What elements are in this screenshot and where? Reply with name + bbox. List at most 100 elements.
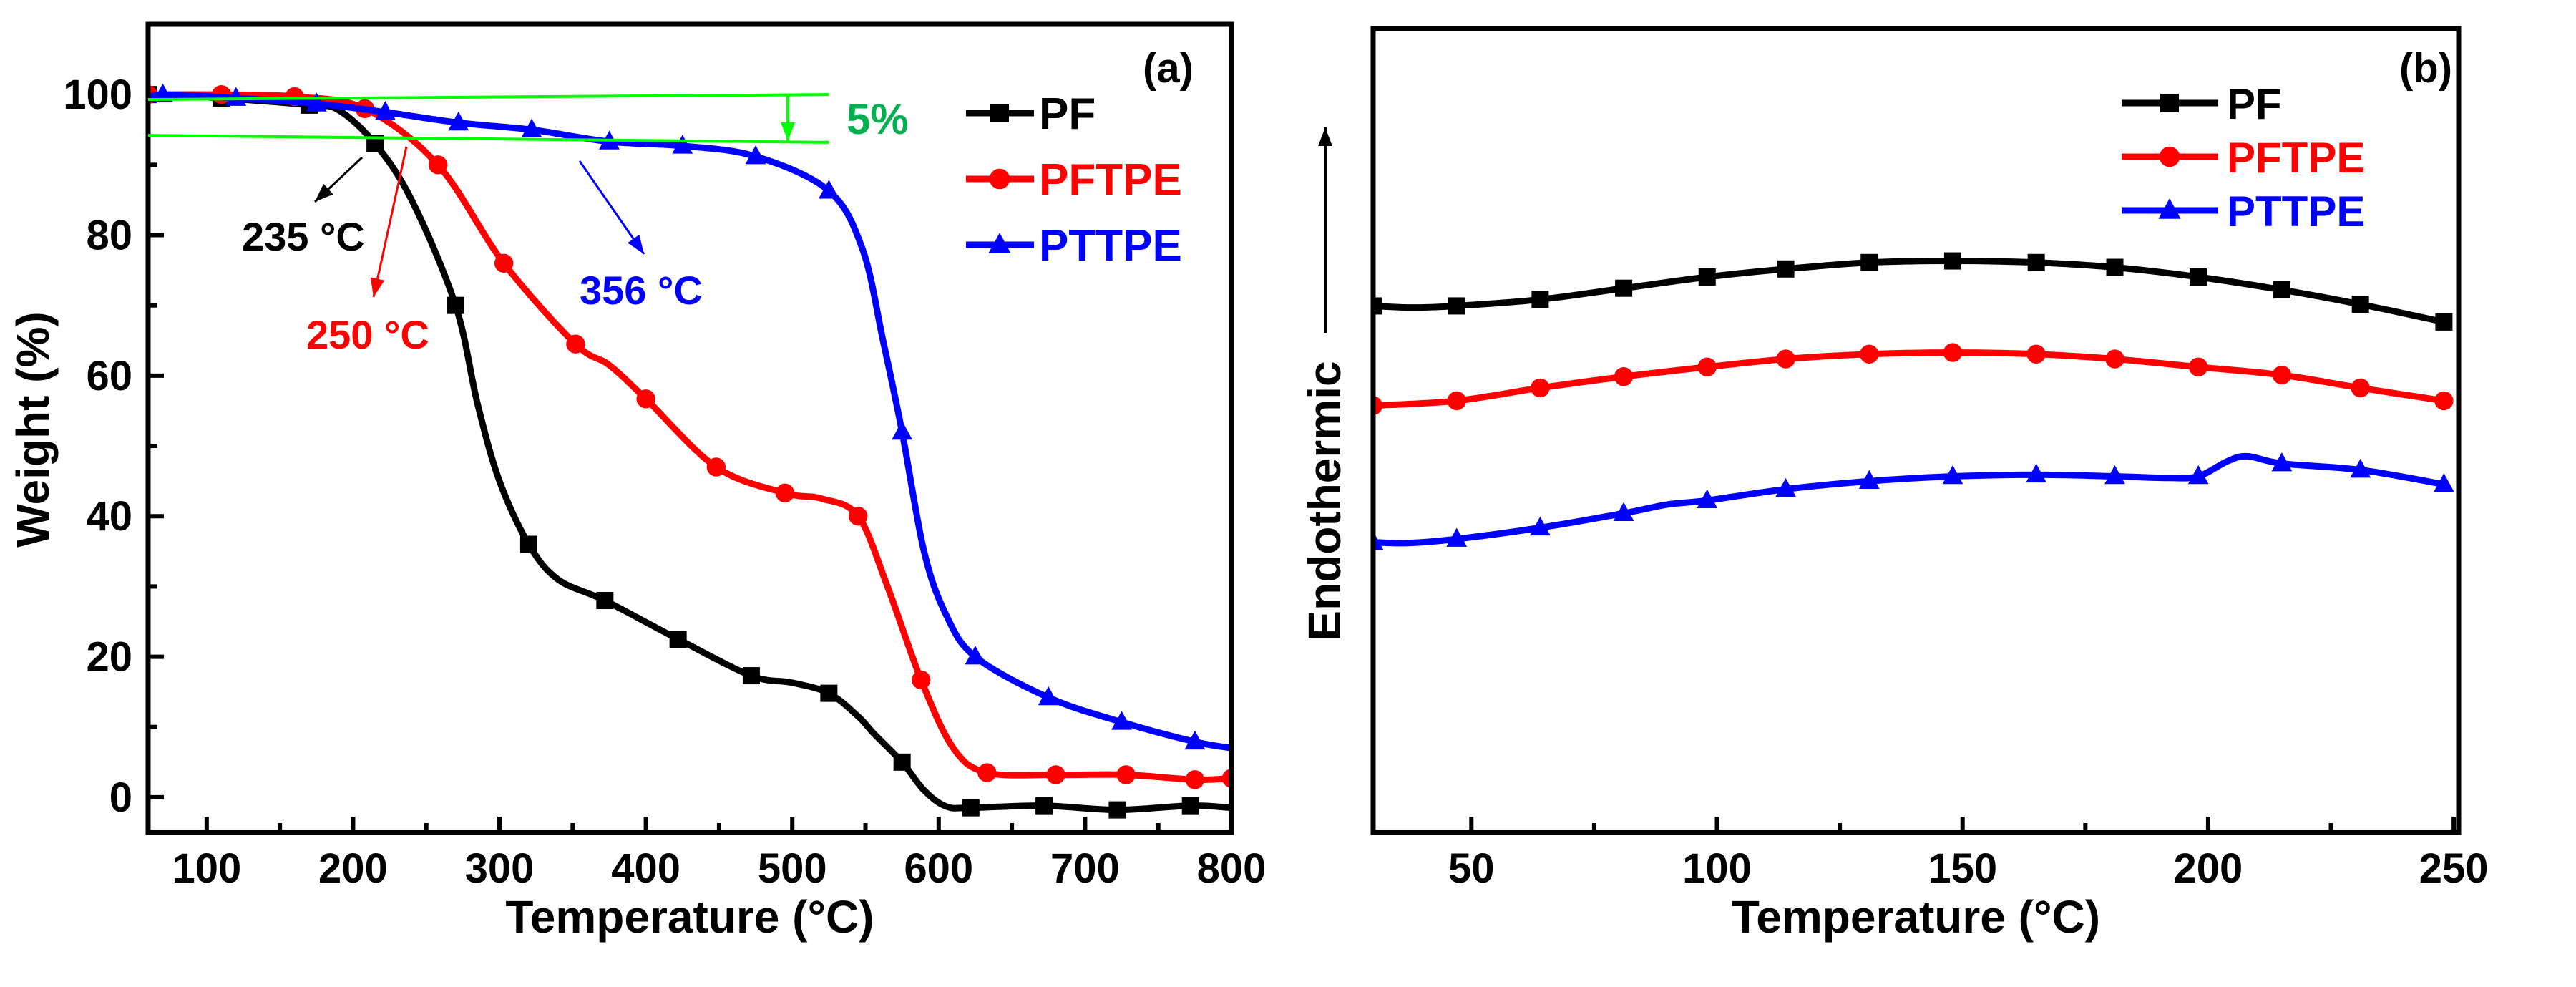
marker-circle [1447,391,1466,411]
panel-a-tga-chart: 100 200 300 400 500 600 700 800 0 20 40 60 80 100 Temp… [7,21,1267,943]
marker-square [596,592,614,610]
marker-square [893,753,911,771]
annotation-arrow-356 [578,160,645,255]
marker-triangle [1775,477,1796,497]
marker-circle [428,155,448,175]
series-group [148,83,1231,819]
marker-square [1448,297,1465,315]
marker-triangle [1942,465,1963,485]
legend-item-pf: PF [966,89,1096,139]
x-tick-label: 400 [611,845,680,892]
legend-label: PFTPE [1039,155,1182,205]
y-tick-label: 60 [86,353,132,399]
y-tick-label: 40 [86,493,132,540]
annotation-arrow-250-head [370,277,385,297]
marker-triangle [1858,470,1880,490]
marker-square [990,104,1009,122]
marker-square [2273,281,2290,298]
marker-square [1777,260,1795,278]
annotation-250: 250 °C [306,312,429,357]
legend-label: PTTPE [1039,221,1182,271]
legend-label: PTTPE [2227,188,2365,235]
five-percent-label: 5% [847,95,909,143]
reference-line-lower [147,134,829,144]
five-percent-arrow-head [781,122,796,141]
x-tick-label: 150 [1928,845,1997,892]
marker-square [1943,252,1961,270]
marker-square [2027,253,2045,271]
marker-triangle [1697,489,1718,509]
x-axis-title: Temperature (°C) [1732,891,2100,943]
x-tick-label: 100 [172,845,241,892]
marker-circle [1776,349,1795,369]
marker-circle [1614,367,1634,386]
annotation-arrow-356-head [627,234,644,254]
annotation-arrow-250 [372,146,408,298]
marker-triangle [2350,458,2371,478]
marker-triangle [1111,711,1132,730]
marker-triangle [448,111,469,131]
marker-triangle [152,83,173,102]
x-tick-label: 250 [2419,845,2489,892]
y-tick-label: 80 [86,213,132,259]
x-tick-label: 800 [1197,845,1267,892]
marker-circle [494,253,514,273]
marker-triangle [2187,465,2209,485]
marker-square [2160,94,2179,112]
x-tick-label: 500 [758,845,827,892]
legend-item-pftpe: PFTPE [966,155,1182,205]
x-tick-label: 50 [1448,845,1495,892]
marker-circle [1943,343,1963,362]
marker-circle [1697,357,1717,376]
marker-circle [775,483,795,503]
marker-triangle [672,135,693,154]
series-group [1373,252,2454,550]
marker-square [1698,268,1716,286]
x-tick-label: 200 [318,845,388,892]
legend-label: PF [1039,89,1096,139]
marker-triangle [1373,530,1384,550]
marker-circle [1185,770,1205,789]
marker-square [2351,296,2369,313]
marker-circle [1116,765,1136,784]
marker-triangle [892,420,913,440]
marker-triangle [1529,516,1551,536]
marker-circle [2159,146,2180,167]
marker-square [519,535,537,553]
x-tick-label: 600 [904,845,973,892]
annotation-235: 235 °C [242,214,365,259]
y-tick-label: 0 [109,774,132,821]
legend-item-pttpe: PTTPE [2122,188,2365,235]
marker-circle [912,670,931,690]
marker-square [2435,313,2453,331]
y-tick-label: 20 [86,634,132,681]
marker-triangle [521,118,542,138]
marker-square [447,296,464,314]
x-tick-label: 100 [1682,845,1752,892]
marker-square [1181,797,1199,815]
marker-triangle [818,180,839,199]
x-tick-label: 200 [2174,845,2243,892]
legend-item-pf: PF [2122,80,2282,128]
plot-frame [1370,26,2462,835]
y-axis-title: Weight (%) [7,311,59,547]
marker-triangle [2026,463,2047,483]
marker-triangle [2104,465,2125,485]
x-tick-label: 300 [465,845,535,892]
marker-square [1108,801,1126,819]
marker-circle [2026,344,2046,364]
marker-circle [2188,357,2208,376]
plot-frame [145,21,1234,835]
y-axis-title: Endothermic [1299,361,1350,641]
marker-circle [2434,391,2454,411]
legend-label: PF [2227,80,2282,128]
marker-square [1035,797,1053,815]
marker-triangle [306,92,327,112]
marker-square [820,684,838,702]
marker-triangle [965,645,986,665]
endothermic-direction-arrow-head [1318,127,1332,146]
marker-triangle [2271,452,2293,472]
marker-square [669,631,687,648]
marker-triangle [1184,730,1206,750]
